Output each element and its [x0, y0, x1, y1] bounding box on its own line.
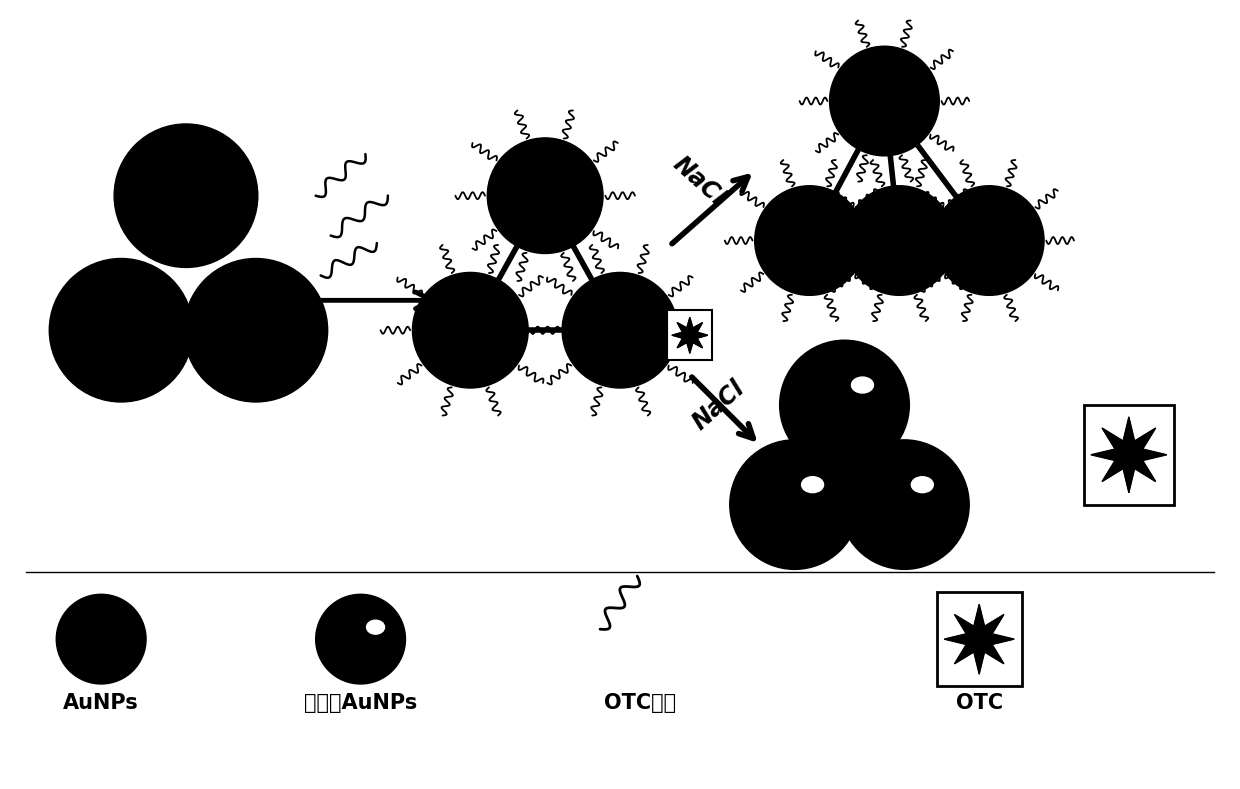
Ellipse shape [801, 477, 823, 492]
Circle shape [114, 124, 258, 267]
Ellipse shape [367, 620, 384, 634]
Ellipse shape [852, 377, 873, 393]
Circle shape [316, 594, 405, 684]
Ellipse shape [487, 138, 603, 253]
Text: OTC适体: OTC适体 [604, 693, 676, 713]
Ellipse shape [830, 47, 939, 156]
Ellipse shape [934, 185, 1044, 295]
Ellipse shape [844, 185, 955, 295]
Ellipse shape [755, 185, 864, 295]
Bar [1084, 405, 1174, 505]
Text: AuNPs: AuNPs [63, 693, 139, 713]
Text: 聚沉的AuNPs: 聚沉的AuNPs [304, 693, 417, 713]
Ellipse shape [911, 477, 934, 492]
Polygon shape [1091, 417, 1167, 492]
Text: NaCl: NaCl [668, 151, 729, 211]
Ellipse shape [562, 272, 678, 388]
Text: NaCl: NaCl [688, 376, 749, 435]
Circle shape [184, 259, 327, 402]
Bar [936, 592, 1022, 686]
Circle shape [50, 259, 193, 402]
Circle shape [730, 439, 859, 570]
Polygon shape [945, 604, 1014, 674]
Bar [667, 310, 712, 360]
Circle shape [56, 594, 146, 684]
Circle shape [839, 439, 970, 570]
Text: OTC: OTC [956, 693, 1003, 713]
Polygon shape [672, 317, 708, 353]
Circle shape [780, 340, 909, 469]
Ellipse shape [413, 272, 528, 388]
